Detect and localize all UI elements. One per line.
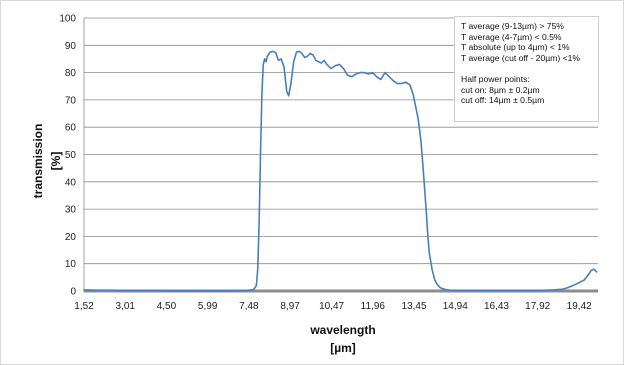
y-tick-label: 0 <box>70 287 76 298</box>
spec-spacer <box>461 63 592 74</box>
x-tick-label: 17,92 <box>525 301 550 312</box>
spec-line-2: T average (4-7µm) < 0.5% <box>461 31 562 42</box>
x-tick-label: 11,96 <box>361 301 386 312</box>
spec-line-4: T average (cut off - 20µm) <1% <box>461 52 581 63</box>
y-axis-title-line-1: transmission <box>31 124 45 199</box>
y-tick-label: 50 <box>65 150 77 161</box>
x-tick-label: 8,97 <box>280 301 300 312</box>
x-tick-label: 14,94 <box>443 301 468 312</box>
half-power-heading: Half power points: <box>461 73 530 84</box>
x-tick-label: 13,45 <box>402 301 427 312</box>
x-tick-label: 16,43 <box>484 301 509 312</box>
series-layer <box>83 50 598 292</box>
series-line-transmission <box>83 50 598 292</box>
x-tick-label: 7,48 <box>239 301 259 312</box>
y-tick-labels: 0 10 20 30 40 50 60 70 80 90 100 <box>59 14 76 298</box>
y-tick-label: 80 <box>65 68 77 79</box>
x-tick-label: 5,99 <box>198 301 218 312</box>
cut-on-line: cut on: 8µm ± 0.2µm <box>461 84 540 95</box>
y-tick-label: 60 <box>65 123 77 134</box>
cut-off-line: cut off: 14µm ± 0.5µm <box>461 95 545 106</box>
x-tick-label: 3,01 <box>115 301 135 312</box>
spec-line-1: T average (9-13µm) > 75% <box>461 21 564 31</box>
x-tick-labels: 1,52 3,01 4,50 5,99 7,48 8,97 10,47 11,96 13,45 1… <box>74 301 592 312</box>
x-tick-label: 19,42 <box>567 301 592 312</box>
y-tick-label: 70 <box>65 95 77 106</box>
spec-annotation-box: T average (9-13µm) > 75% T average (4-7µ… <box>454 16 599 122</box>
y-axis-title-line-2: [%] <box>49 152 63 171</box>
y-tick-label: 40 <box>65 177 77 188</box>
x-tick-label: 10,47 <box>319 301 344 312</box>
y-tick-label: 100 <box>59 14 76 25</box>
x-axis-title-line-2: [µm] <box>330 341 356 355</box>
x-tick-label: 4,50 <box>157 301 177 312</box>
x-axis-title-line-1: wavelength <box>309 323 375 337</box>
spec-line-3: T absolute (up to 4µm) < 1% <box>461 42 570 53</box>
x-tick-label: 1,52 <box>74 301 94 312</box>
y-tick-label: 10 <box>65 259 77 270</box>
y-tick-label: 30 <box>65 205 77 216</box>
y-tick-label: 90 <box>65 41 77 52</box>
y-tick-label: 20 <box>65 232 77 243</box>
